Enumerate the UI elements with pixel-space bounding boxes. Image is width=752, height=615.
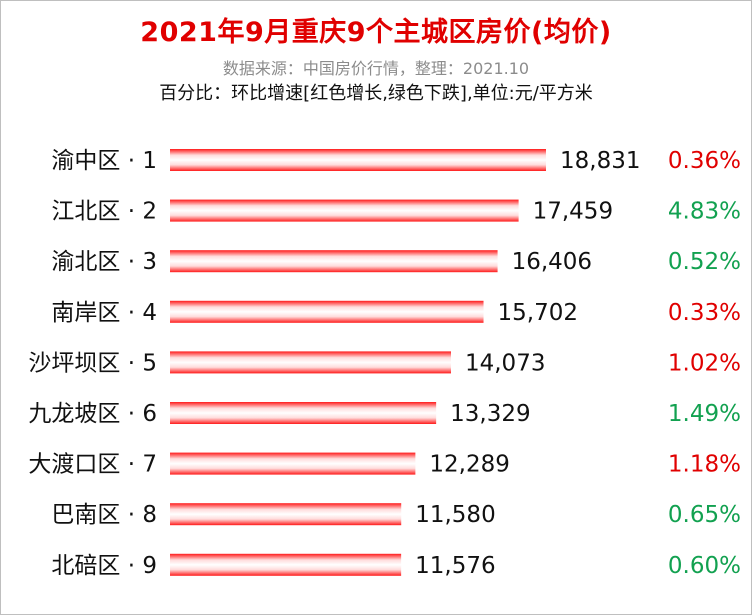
value-label: 17,459 [533,199,613,225]
category-label: 江北区 · 2 [51,199,157,225]
category-label: 渝中区 · 1 [51,148,157,174]
category-label: 大渡口区 · 7 [28,452,157,478]
value-label: 13,329 [450,401,530,427]
change-label: 0.33% [668,300,741,326]
chart-note: 百分比：环比增速[红色增长,绿色下跌],单位:元/平方米 [159,83,593,104]
bar [170,351,451,374]
value-label: 14,073 [465,350,545,376]
value-label: 16,406 [512,249,592,275]
bar [170,452,416,475]
category-label: 沙坪坝区 · 5 [28,350,157,376]
bar [170,503,402,526]
value-label: 11,576 [415,553,495,579]
change-label: 0.60% [668,553,741,579]
bar [170,199,519,222]
category-label: 渝北区 · 3 [51,249,157,275]
change-label: 4.83% [668,199,741,225]
category-label: 九龙坡区 · 6 [28,401,157,427]
value-label: 18,831 [560,148,640,174]
bar [170,553,402,576]
bar [170,250,498,273]
value-label: 12,289 [429,452,509,478]
value-label: 15,702 [498,300,578,326]
chart-title: 2021年9月重庆9个主城区房价(均价) [140,17,612,48]
change-label: 0.65% [668,502,741,528]
change-label: 0.52% [668,249,741,275]
category-label: 巴南区 · 8 [51,502,157,528]
chart-subtitle: 数据来源：中国房价行情，整理：2021.10 [222,59,530,78]
bar [170,402,437,424]
value-label: 11,580 [415,502,495,528]
bar [170,300,484,323]
change-label: 1.49% [668,401,741,427]
category-label: 北碚区 · 9 [51,553,157,579]
category-label: 南岸区 · 4 [51,300,157,326]
change-label: 1.02% [668,350,741,376]
change-label: 0.36% [668,148,741,174]
change-label: 1.18% [668,452,741,478]
bar [170,149,546,171]
